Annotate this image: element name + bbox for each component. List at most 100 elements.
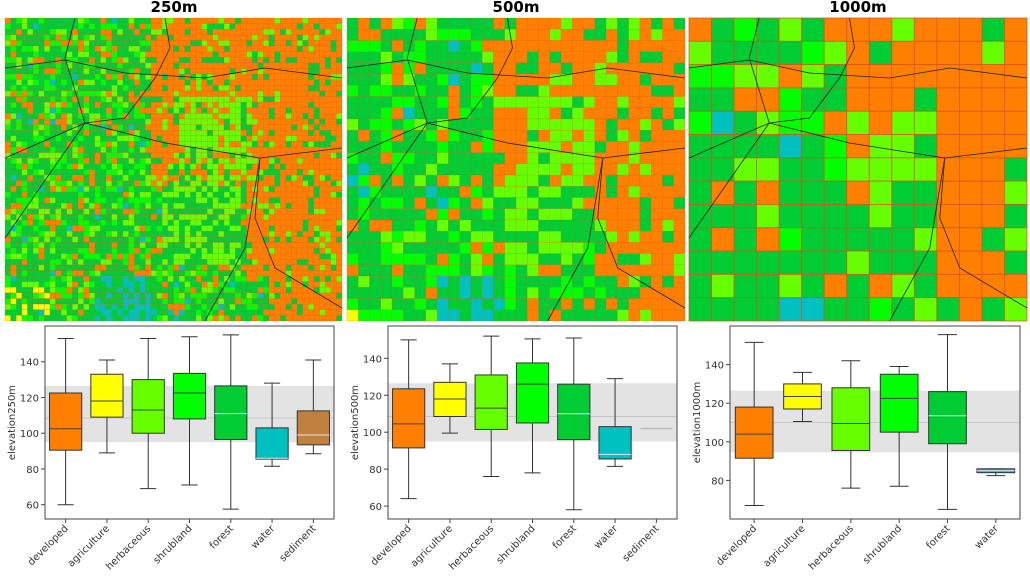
map-cell (111, 191, 118, 198)
map-cell (823, 157, 848, 182)
map-cell (391, 141, 404, 153)
map-cell (190, 298, 197, 305)
map-cell (195, 202, 202, 209)
map-cell (77, 275, 84, 282)
map-cell (263, 158, 270, 165)
map-cell (128, 141, 135, 148)
map-cell (55, 29, 62, 36)
map-cell (184, 309, 191, 316)
map-cell (133, 180, 141, 187)
map-cell (89, 197, 96, 204)
map-cell (223, 107, 230, 114)
map-cell (105, 73, 112, 80)
map-cell (162, 298, 169, 305)
map-cell (527, 51, 539, 64)
map-cell (223, 298, 230, 305)
map-cell (959, 134, 983, 159)
map-cell (459, 17, 472, 30)
map-cell (572, 130, 584, 142)
map-cell (263, 298, 270, 305)
map-cell (336, 23, 343, 30)
map-cell (139, 231, 146, 238)
map-cell (83, 298, 90, 305)
map-cell (66, 247, 73, 254)
map-cell (10, 208, 17, 215)
map-cell (560, 40, 573, 52)
map-cell (21, 17, 28, 24)
map-cell (201, 90, 208, 97)
map-cell (60, 287, 67, 294)
map-cell (89, 96, 96, 103)
map-cell (77, 68, 84, 75)
map-cell (178, 253, 185, 260)
map-cell (122, 292, 129, 299)
map-cell (369, 40, 381, 52)
box-iqr (392, 388, 426, 449)
map-cell (246, 163, 253, 170)
map-cell (27, 85, 34, 92)
map-cell (414, 264, 427, 277)
map-cell (240, 208, 247, 215)
map-cell (756, 157, 780, 182)
map-cell (122, 45, 129, 52)
map-cell (173, 124, 180, 131)
map-cell (538, 85, 550, 97)
map-cell (173, 259, 180, 266)
map-cell (263, 107, 270, 114)
y-tick-label: 120 (20, 393, 39, 404)
map-cell (617, 85, 629, 97)
map-cell (868, 110, 893, 135)
map-cell (139, 180, 146, 187)
map-cell (240, 270, 247, 277)
map-cell (21, 101, 28, 108)
map-cell (21, 309, 28, 316)
map-cell (302, 264, 309, 271)
map-cell (280, 85, 287, 92)
map-cell (268, 118, 275, 125)
map-cell (493, 264, 505, 277)
map-cell (105, 259, 112, 266)
map-cell (235, 73, 242, 80)
map-cell (139, 174, 146, 181)
map-cell (285, 40, 292, 47)
map-cell (651, 186, 663, 198)
map-cell (285, 57, 292, 64)
map-cell (639, 141, 652, 153)
map-cell (117, 253, 124, 260)
map-cell (10, 40, 17, 47)
map-cell (162, 309, 169, 316)
map-cell (268, 315, 275, 322)
map-cell (218, 264, 225, 271)
map-cell (77, 214, 84, 221)
map-cell (319, 23, 326, 30)
map-cell (285, 135, 292, 142)
map-cell (21, 242, 28, 249)
map-cell (324, 90, 331, 97)
map-cell (206, 17, 214, 24)
map-cell (178, 107, 185, 114)
map-cell (44, 208, 51, 215)
map-cell (733, 157, 757, 182)
map-cell (560, 51, 573, 64)
map-cell (105, 242, 112, 249)
map-cell (117, 270, 124, 277)
map-cell (66, 101, 73, 108)
map-cell (156, 152, 163, 159)
map-cell (122, 309, 129, 316)
map-cell (605, 174, 618, 187)
map-cell (162, 62, 169, 69)
map-cell (44, 101, 51, 108)
map-cell (94, 96, 101, 103)
map-cell (448, 208, 460, 221)
box-forest (214, 334, 248, 510)
map-cell (32, 315, 39, 322)
map-cell (212, 163, 219, 170)
map-cell (162, 152, 169, 159)
x-tick-label-forest: forest (924, 523, 952, 551)
map-cell (60, 40, 67, 47)
map-cell (414, 197, 427, 209)
map-cell (128, 40, 135, 47)
map-cell (89, 259, 96, 266)
map-cell (319, 68, 326, 75)
map-cell (32, 231, 39, 238)
